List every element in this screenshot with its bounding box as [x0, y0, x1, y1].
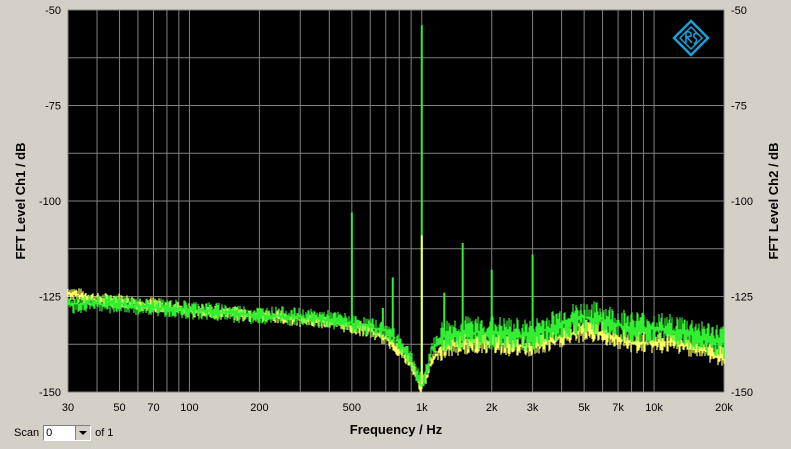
y-tick-label-left: -125	[39, 292, 61, 304]
y-tick-label-right: -50	[731, 5, 747, 17]
y-tick-label-right: -75	[731, 101, 747, 113]
tick-labels: 30 50 70 100 200 500 1k 2k 3k 5k 7k 10k 20k -50 -50 -75…	[39, 5, 753, 414]
x-tick-label: 20k	[715, 402, 733, 414]
y-tick-label-left: -75	[45, 101, 61, 113]
x-tick-label: 3k	[527, 402, 539, 414]
scan-control: Scan 0 of 1	[14, 424, 113, 442]
x-tick-label: 2k	[486, 402, 498, 414]
x-tick-label: 200	[250, 402, 268, 414]
y-tick-label-left: -50	[45, 5, 61, 17]
y-axis-label-right: FFT Level Ch2 / dB	[766, 142, 781, 259]
x-tick-label: 100	[180, 402, 198, 414]
x-tick-label: 50	[113, 402, 125, 414]
x-tick-label: 30	[62, 402, 74, 414]
rohde-schwarz-logo-icon	[672, 19, 710, 57]
scan-value: 0	[46, 427, 53, 439]
x-axis-label: Frequency / Hz	[350, 422, 443, 437]
scan-select[interactable]: 0	[43, 425, 92, 441]
y-axis-label-left: FFT Level Ch1 / dB	[13, 142, 28, 259]
x-tick-label: 7k	[612, 402, 624, 414]
scan-of-label: of 1	[95, 427, 114, 439]
y-tick-label-left: -150	[39, 387, 61, 399]
y-tick-label-right: -150	[731, 387, 753, 399]
x-tick-label: 10k	[645, 402, 663, 414]
x-tick-label: 70	[147, 402, 159, 414]
series-layer	[67, 25, 725, 393]
scan-label: Scan	[14, 427, 40, 439]
y-tick-label-right: -125	[731, 292, 753, 304]
chevron-down-icon[interactable]	[75, 426, 91, 440]
series-1-path	[67, 294, 725, 387]
x-tick-label: 1k	[416, 402, 428, 414]
x-tick-label: 5k	[578, 402, 590, 414]
y-tick-label-left: -100	[39, 196, 61, 208]
x-tick-label: 500	[343, 402, 361, 414]
series-1-trace	[67, 294, 725, 387]
y-tick-label-right: -100	[731, 196, 753, 208]
